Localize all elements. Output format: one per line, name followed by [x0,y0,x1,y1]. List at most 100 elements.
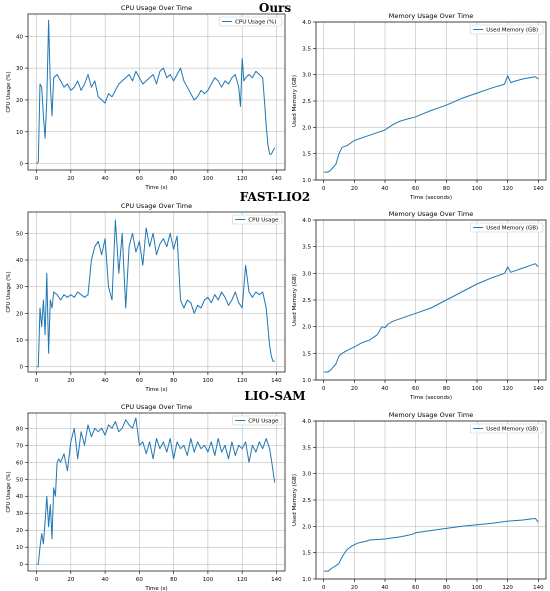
chart-title: Memory Usage Over Time [389,12,473,20]
chart-3: 0 20 40 60 80 100 120 140 0 10 20 30 40 50 CPU Usage O… [6,202,286,393]
x-tick-label: 100 [203,378,214,384]
plot-frame [27,13,286,171]
x-tick-label: 120 [237,577,248,583]
section-title-ours: Ours [258,1,292,15]
y-tick-label: 50 [16,477,23,483]
legend-box [232,214,283,225]
y-tick-label: 0 [20,365,24,371]
x-tick-label: 100 [203,176,214,182]
x-tick-label: 20 [351,585,358,591]
legend-box [469,24,544,35]
y-axis-label: CPU Usage (%) [6,471,12,512]
x-tick-label: 60 [412,585,419,591]
x-tick-label: 100 [472,585,483,591]
chart-4: 0 20 40 60 80 100 120 140 1.0 1.5 2.0 2.5 3.0 3.5 4.0 M… [292,210,547,401]
y-tick-label: 4.0 [302,20,311,26]
y-tick-label: 50 [16,231,23,237]
y-tick-label: 1.5 [302,351,311,357]
x-tick-label: 100 [203,577,214,583]
y-tick-label: 2.0 [302,524,311,530]
x-axis-label: Time (s) [144,586,167,591]
x-axis-label: Time (seconds) [409,195,452,201]
y-tick-label: 30 [16,66,23,72]
legend: CPU Usage (%) [218,16,283,27]
chart-1: 0 20 40 60 80 100 120 140 0 10 20 30 40 CPU Usage Ove… [6,4,286,191]
x-tick-label: 0 [35,176,39,182]
legend-box [218,16,283,27]
y-tick-label: 3.0 [302,271,311,277]
series-line-1 [36,219,275,368]
x-tick-label: 60 [136,176,143,182]
legend-label: Used Memory (GB) [486,427,538,433]
x-axis-label: Time (seconds) [409,395,452,401]
x-tick-label: 140 [271,378,282,384]
y-tick-label: 2.0 [302,325,311,331]
y-tick-label: 1.5 [302,551,311,557]
x-tick-label: 120 [502,386,513,392]
legend-label: CPU Usage (%) [235,20,276,26]
y-tick-label: 0 [20,162,24,168]
y-tick-label: 40 [16,34,23,40]
y-tick-label: 3.0 [302,73,311,79]
y-tick-label: 70 [16,443,23,449]
x-tick-label: 120 [502,585,513,591]
y-tick-label: 10 [16,338,23,344]
plot-frame [27,211,286,373]
legend: Used Memory (GB) [469,423,544,434]
y-tick-label: 40 [16,494,23,500]
y-tick-label: 10 [16,545,23,551]
series-line-1 [36,417,276,565]
x-tick-label: 140 [271,176,282,182]
y-tick-label: 1.0 [302,378,311,384]
y-tick-label: 3.5 [302,445,311,451]
y-tick-label: 1.0 [302,577,311,583]
x-tick-label: 40 [382,386,389,392]
legend-label: Used Memory (GB) [486,28,538,34]
y-axis-label: Used Memory (GB) [292,75,298,127]
section-title-fast-lio2: FAST-LIO2 [239,190,311,204]
chart-title: Memory Usage Over Time [389,411,473,419]
y-tick-label: 1.0 [302,178,311,184]
y-axis-label: Used Memory (GB) [292,274,298,326]
x-tick-label: 60 [136,378,143,384]
x-tick-label: 40 [102,577,109,583]
y-axis-label: CPU Usage (%) [6,271,12,312]
y-tick-label: 60 [16,460,23,466]
chart-5: 0 20 40 60 80 100 120 140 0 10 20 30 40 50 60 70 80 CPU U… [6,403,286,591]
section-title-lio-sam: LIO-SAM [244,389,306,403]
chart-title: CPU Usage Over Time [121,4,192,12]
x-axis-label: Time (s) [144,185,167,191]
y-tick-label: 30 [16,285,23,291]
series-line-1 [323,517,539,572]
y-tick-label: 80 [16,426,23,432]
x-tick-label: 80 [443,585,450,591]
chart-6: 0 20 40 60 80 100 120 140 1.0 1.5 2.0 2.5 3.0 3.5 4.0 M… [292,411,547,591]
legend-label: Used Memory (GB) [486,226,538,232]
y-tick-label: 2.5 [302,298,311,304]
y-tick-label: 10 [16,130,23,136]
x-tick-label: 120 [502,186,513,192]
y-tick-label: 2.0 [302,125,311,131]
y-tick-label: 20 [16,311,23,317]
chart-2: 0 20 40 60 80 100 120 140 1.0 1.5 2.0 2.5 3.0 3.5 4.0 M… [292,12,547,201]
y-tick-label: 20 [16,528,23,534]
x-tick-label: 80 [443,186,450,192]
x-tick-label: 80 [170,378,177,384]
x-tick-label: 40 [102,176,109,182]
x-tick-label: 100 [472,386,483,392]
x-tick-label: 20 [351,186,358,192]
x-tick-label: 140 [533,386,544,392]
x-tick-label: 120 [237,378,248,384]
y-tick-label: 3.5 [302,245,311,251]
x-tick-label: 40 [382,585,389,591]
y-tick-label: 0 [20,562,24,568]
x-tick-label: 40 [382,186,389,192]
y-tick-label: 4.0 [302,218,311,224]
y-tick-label: 3.5 [302,46,311,52]
x-tick-label: 120 [237,176,248,182]
legend-box [469,423,544,434]
y-tick-label: 20 [16,98,23,104]
legend: Used Memory (GB) [469,24,544,35]
legend-box [469,222,544,233]
